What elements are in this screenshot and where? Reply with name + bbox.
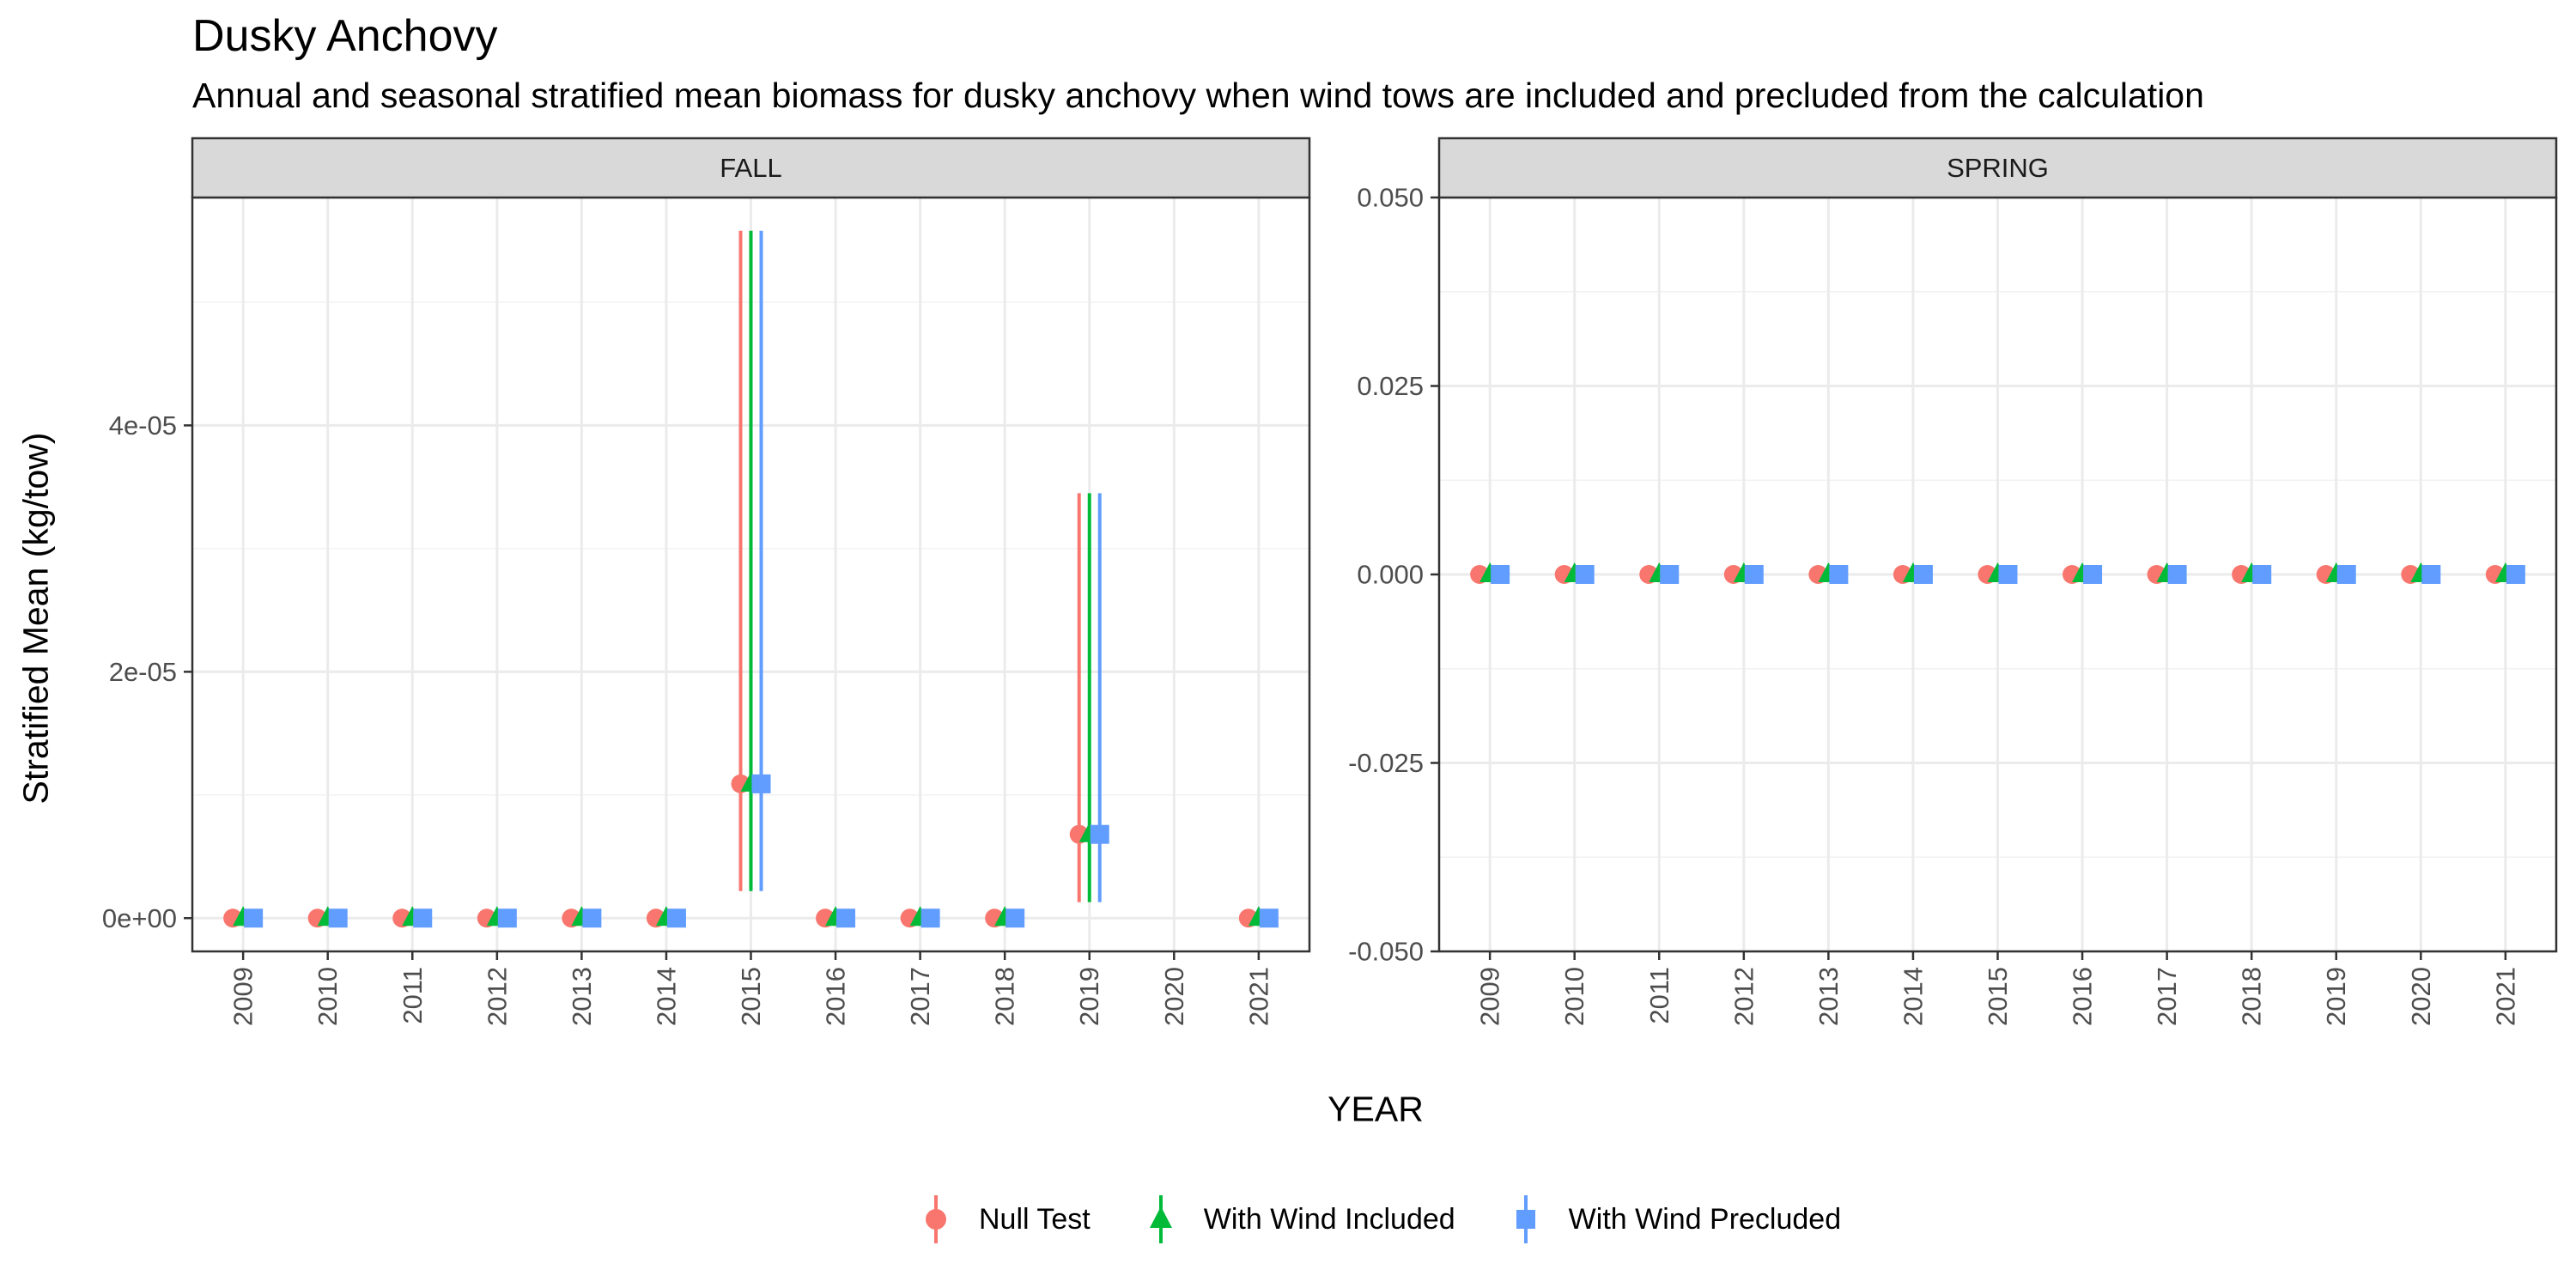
point-with-wind-precluded xyxy=(497,908,517,928)
point-with-wind-precluded xyxy=(2083,565,2103,584)
facet-strip-label: SPRING xyxy=(1947,153,2049,183)
legend-key-circle xyxy=(926,1209,946,1230)
point-with-wind-precluded xyxy=(1998,565,2018,584)
x-axis-label: YEAR xyxy=(1327,1089,1424,1129)
y-tick-label: 4e-05 xyxy=(109,410,177,440)
x-tick-label: 2018 xyxy=(2237,967,2267,1026)
legend-key-triangle-icon xyxy=(1149,1195,1172,1243)
y-tick-label: -0.050 xyxy=(1348,937,1424,967)
x-tick-label: 2020 xyxy=(2406,967,2436,1026)
x-tick-label: 2017 xyxy=(2152,967,2182,1026)
x-tick-label: 2016 xyxy=(2068,967,2098,1026)
y-tick-label: 0e+00 xyxy=(102,903,177,933)
x-tick-label: 2020 xyxy=(1159,967,1189,1026)
facet-strip xyxy=(1437,137,2558,199)
y-tick-label: -0.025 xyxy=(1348,748,1424,778)
point-with-wind-precluded xyxy=(1575,565,1595,584)
legend-item-with-wind-precluded: With Wind Precluded xyxy=(1500,1194,1841,1245)
x-tick-label: 2015 xyxy=(1983,967,2013,1026)
point-with-wind-precluded xyxy=(751,774,771,793)
legend-key-square xyxy=(1516,1210,1535,1229)
legend-item-with-wind-included: With Wind Included xyxy=(1135,1194,1455,1245)
x-tick-label: 2011 xyxy=(1644,967,1674,1024)
chart-subtitle: Annual and seasonal stratified mean biom… xyxy=(192,76,2204,115)
legend-label-with-wind-included: With Wind Included xyxy=(1203,1202,1455,1236)
x-tick-label: 2012 xyxy=(482,967,512,1026)
point-with-wind-precluded xyxy=(1744,565,1764,584)
point-with-wind-precluded xyxy=(1090,824,1109,844)
point-with-wind-precluded xyxy=(1829,565,1849,584)
legend-label-with-wind-precluded: With Wind Precluded xyxy=(1568,1202,1842,1236)
y-tick-label: 0.000 xyxy=(1357,560,1424,590)
legend-key-triangle xyxy=(1149,1206,1172,1228)
legend-key-circle-icon xyxy=(926,1195,946,1243)
x-tick-label: 2015 xyxy=(736,967,766,1026)
point-with-wind-precluded xyxy=(666,908,686,928)
x-tick-label: 2017 xyxy=(905,967,935,1026)
point-with-wind-precluded xyxy=(836,908,856,928)
x-tick-label: 2010 xyxy=(313,967,343,1026)
x-tick-label: 2011 xyxy=(398,967,428,1024)
point-with-wind-precluded xyxy=(2336,565,2356,584)
x-tick-label: 2010 xyxy=(1559,967,1589,1026)
x-tick-label: 2013 xyxy=(1814,967,1844,1026)
x-tick-label: 2019 xyxy=(1074,967,1104,1026)
x-tick-label: 2009 xyxy=(228,967,258,1026)
x-tick-label: 2016 xyxy=(821,967,851,1026)
point-with-wind-precluded xyxy=(920,908,940,928)
facet-strip xyxy=(191,137,1311,199)
x-tick-label: 2013 xyxy=(567,967,597,1026)
point-with-wind-precluded xyxy=(2421,565,2441,584)
x-tick-label: 2012 xyxy=(1728,967,1759,1026)
point-with-wind-precluded xyxy=(1491,565,1510,584)
y-tick-label: 0.025 xyxy=(1357,371,1424,401)
x-tick-label: 2014 xyxy=(1898,967,1928,1026)
point-with-wind-precluded xyxy=(2252,565,2272,584)
point-with-wind-precluded xyxy=(2506,565,2525,584)
chart-title: Dusky Anchovy xyxy=(192,11,498,61)
point-with-wind-precluded xyxy=(244,908,264,928)
point-with-wind-precluded xyxy=(1005,908,1025,928)
legend-label-null-test: Null Test xyxy=(979,1202,1091,1236)
x-tick-label: 2019 xyxy=(2321,967,2351,1026)
point-with-wind-precluded xyxy=(413,908,433,928)
x-tick-label: 2021 xyxy=(1243,967,1273,1026)
legend: Null Test With Wind Included With Wind P… xyxy=(910,1194,1886,1245)
y-tick-label: 2e-05 xyxy=(109,657,177,687)
legend-key-square-icon xyxy=(1516,1195,1535,1243)
point-with-wind-precluded xyxy=(1259,908,1279,928)
point-with-wind-precluded xyxy=(582,908,602,928)
x-tick-label: 2018 xyxy=(990,967,1020,1026)
panel-fall: 0e+00 2e-05 4e-05 2009 2010 2011 2012 2013 2014 2… xyxy=(102,137,1311,1026)
point-with-wind-precluded xyxy=(1660,565,1680,584)
point-with-wind-precluded xyxy=(328,908,348,928)
point-with-wind-precluded xyxy=(2167,565,2187,584)
y-tick-label: 0.050 xyxy=(1357,183,1424,213)
x-tick-label: 2021 xyxy=(2490,967,2520,1026)
point-with-wind-precluded xyxy=(1913,565,1933,584)
facet-strip-label: FALL xyxy=(720,153,781,183)
x-tick-label: 2009 xyxy=(1475,967,1505,1026)
x-tick-label: 2014 xyxy=(651,967,681,1026)
legend-item-null-test: Null Test xyxy=(910,1194,1091,1245)
panel-spring: -0.050 -0.025 0.000 0.025 0.050 2009 2010 2011 2… xyxy=(1348,137,2558,1026)
